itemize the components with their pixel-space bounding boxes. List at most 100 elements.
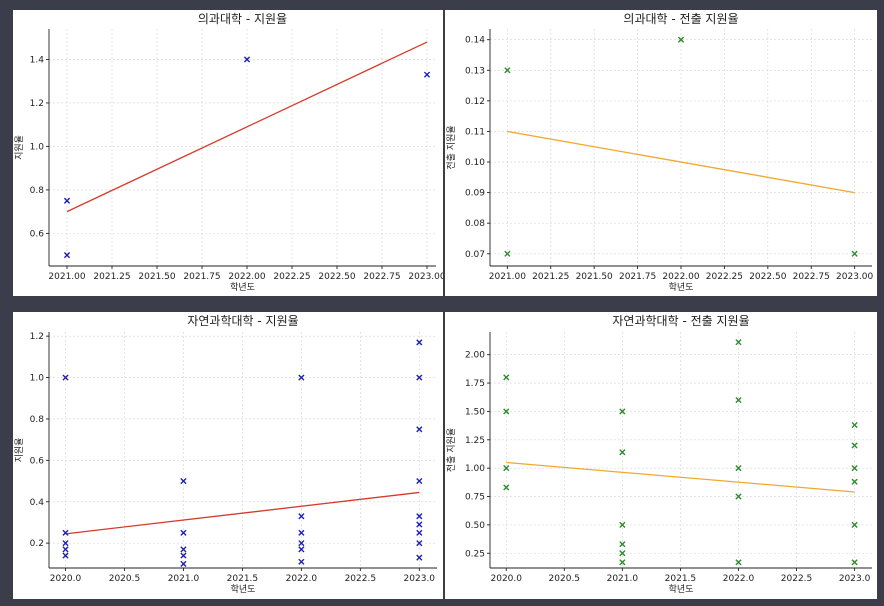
chart-title: 자연과학대학 - 지원율 — [187, 314, 298, 328]
y-tick-label: 0.6 — [30, 456, 45, 466]
y-tick-label: 0.2 — [30, 539, 44, 549]
y-tick-label: 0.50 — [465, 521, 485, 531]
x-tick-label: 2020.0 — [491, 574, 523, 584]
y-tick-label: 1.00 — [465, 464, 485, 474]
data-point-x-marker — [180, 546, 187, 553]
x-tick-label: 2021.5 — [227, 574, 259, 584]
y-tick-label: 0.25 — [465, 549, 485, 559]
x-tick-label: 2022.75 — [793, 272, 830, 282]
x-tick-label: 2023.00 — [408, 272, 443, 282]
x-tick-label: 2021.0 — [607, 574, 639, 584]
x-tick-label: 2022.50 — [318, 272, 355, 282]
y-axis-label: 전출 지원율 — [446, 125, 457, 169]
data-point-x-marker — [298, 558, 305, 565]
y-tick-label: 0.14 — [465, 36, 485, 46]
chart-science-apply-rate: 2020.0 2020.5 2021.0 2021.5 2022.0 2022.5 2023… — [14, 314, 437, 595]
x-tick-label: 2020.0 — [50, 574, 82, 584]
chart-medical-transfer-rate: 2021.00 2021.25 2021.50 2021.75 2022.00 2022.… — [446, 12, 874, 293]
trend-line — [65, 491, 420, 535]
chart-panel-science-transfer-rate: 2020.0 2020.5 2021.0 2021.5 2022.0 2022.5 2023… — [445, 312, 877, 599]
data-point-x-marker — [619, 541, 626, 548]
y-axis-label: 전출 지원율 — [446, 428, 457, 472]
x-tick-label: 2020.5 — [109, 574, 141, 584]
data-point-x-marker — [180, 529, 187, 536]
y-tick-label: 0.11 — [465, 127, 485, 137]
data-point-x-marker — [416, 374, 423, 381]
data-point-x-marker — [423, 71, 431, 78]
y-tick-label: 1.75 — [465, 379, 485, 389]
data-point-x-marker — [619, 521, 626, 528]
data-point-x-marker — [503, 408, 510, 415]
trend-line — [66, 41, 428, 213]
x-tick-label: 2022.0 — [286, 574, 318, 584]
x-tick-label: 2021.5 — [665, 574, 697, 584]
data-point-x-marker — [619, 559, 626, 566]
x-tick-label: 2022.25 — [706, 272, 743, 282]
data-point-x-marker — [735, 465, 742, 472]
y-axis-label: 지원율 — [14, 438, 25, 463]
y-tick-label: 0.08 — [465, 219, 485, 229]
y-tick-label: 0.07 — [465, 250, 485, 260]
data-point-x-marker — [62, 529, 69, 536]
data-point-x-marker — [851, 478, 858, 485]
x-tick-label: 2021.75 — [619, 272, 656, 282]
x-tick-label: 2021.50 — [576, 272, 613, 282]
y-tick-label: 1.50 — [465, 407, 485, 417]
data-point-x-marker — [62, 374, 69, 381]
data-point-x-marker — [180, 477, 187, 485]
x-tick-label: 2021.00 — [489, 272, 526, 282]
x-tick-label: 2022.00 — [228, 272, 265, 282]
chart-title: 의과대학 - 지원율 — [198, 12, 287, 26]
data-point-x-marker — [416, 521, 423, 528]
trend-line — [506, 461, 855, 493]
y-tick-label: 0.09 — [465, 189, 485, 199]
data-point-x-marker — [503, 374, 510, 381]
x-axis-label: 학년도 — [231, 584, 256, 595]
y-tick-label: 0.8 — [30, 415, 45, 425]
x-tick-label: 2021.75 — [183, 272, 220, 282]
data-point-x-marker — [851, 521, 858, 528]
data-point-x-marker — [62, 546, 69, 553]
y-tick-label: 0.10 — [465, 158, 485, 168]
x-tick-label: 2023.0 — [839, 574, 871, 584]
x-tick-label: 2021.0 — [168, 574, 200, 584]
y-tick-label: 1.25 — [465, 436, 485, 446]
data-point-x-marker — [62, 552, 69, 559]
data-point-x-marker — [416, 426, 423, 433]
data-point-x-marker — [62, 540, 69, 547]
y-tick-label: 1.4 — [30, 55, 45, 65]
data-point-x-marker — [416, 339, 423, 346]
x-tick-label: 2022.75 — [363, 272, 400, 282]
data-point-x-marker — [735, 559, 742, 566]
data-point-x-marker — [63, 252, 71, 259]
x-tick-label: 2022.00 — [662, 272, 699, 282]
data-point-x-marker — [298, 546, 305, 553]
y-tick-label: 0.13 — [465, 66, 485, 76]
x-tick-label: 2020.5 — [549, 574, 581, 584]
data-point-x-marker — [619, 550, 626, 557]
x-tick-label: 2021.50 — [138, 272, 175, 282]
data-point-x-marker — [619, 408, 626, 415]
y-tick-label: 1.0 — [30, 374, 45, 384]
chart-medical-apply-rate: 2021.00 2021.25 2021.50 2021.75 2022.00 2022.… — [14, 12, 443, 293]
chart-panel-science-apply-rate: 2020.0 2020.5 2021.0 2021.5 2022.0 2022.5 2023… — [13, 312, 443, 599]
y-tick-label: 0.75 — [465, 493, 485, 503]
data-point-x-marker — [243, 56, 251, 63]
x-axis-label: 학년도 — [230, 282, 255, 293]
x-tick-label: 2022.0 — [723, 574, 755, 584]
data-point-x-marker — [503, 484, 510, 491]
data-point-x-marker — [416, 554, 423, 561]
trend-line — [507, 130, 855, 194]
data-point-x-marker — [180, 552, 187, 559]
chart-science-transfer-rate: 2020.0 2020.5 2021.0 2021.5 2022.0 2022.5 2023… — [446, 314, 872, 595]
x-tick-label: 2023.0 — [404, 574, 436, 584]
data-point-x-marker — [851, 465, 858, 472]
y-tick-label: 1.0 — [30, 142, 45, 152]
x-tick-label: 2021.00 — [48, 272, 85, 282]
x-axis-label: 학년도 — [669, 282, 694, 293]
y-tick-label: 0.8 — [30, 186, 45, 196]
data-point-x-marker — [298, 540, 305, 547]
data-point-x-marker — [416, 540, 423, 547]
x-axis-label: 학년도 — [669, 584, 694, 595]
y-tick-label: 0.6 — [30, 229, 45, 239]
